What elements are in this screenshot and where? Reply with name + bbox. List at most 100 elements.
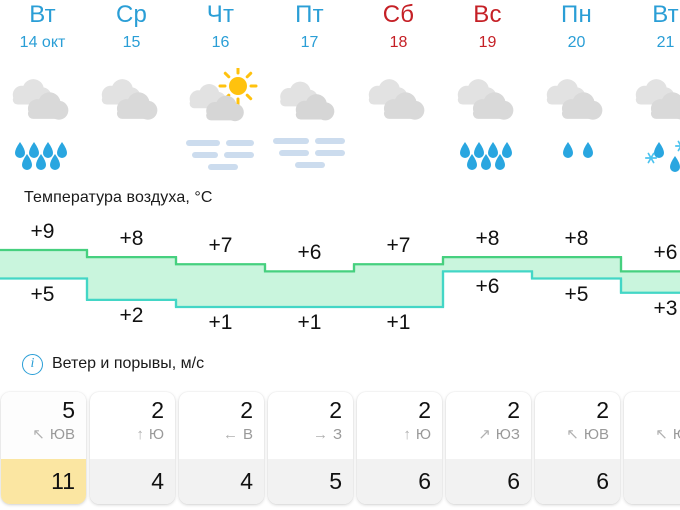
wind-card-2[interactable]: 2 ↑ Ю 4 <box>90 392 175 504</box>
wind-card-1[interactable]: 5 ↖ ЮВ 11 <box>1 392 86 504</box>
day-header-7[interactable]: Пн 20 <box>532 0 621 62</box>
temp-min-label-3: +1 <box>208 311 233 334</box>
wind-gust-value: 5 <box>268 459 353 504</box>
wind-card-7[interactable]: 2 ↖ ЮВ 6 <box>535 392 620 504</box>
wind-card-6[interactable]: 2 ↗ ЮЗ 6 <box>446 392 531 504</box>
wind-direction-label: ЮВ <box>49 426 75 443</box>
cloud-overcast-icon <box>354 62 443 182</box>
day-header-2[interactable]: Ср 15 <box>87 0 176 62</box>
temp-max-label-1: +9 <box>30 220 55 243</box>
wind-direction-label: ЮВ <box>673 426 680 444</box>
temp-max-label-2: +8 <box>119 227 144 251</box>
wind-direction: ↑ Ю <box>98 424 164 444</box>
wind-section-title: Ветер и порывы, м/с <box>52 355 205 372</box>
weather-icon-row <box>0 62 680 182</box>
day-date-label: 15 <box>122 34 141 51</box>
cloud-rain-icon <box>0 62 87 182</box>
wind-gust-value: 6 <box>357 459 442 504</box>
day-of-week-label: Пт <box>295 1 324 28</box>
temp-min-label-2: +2 <box>119 303 144 327</box>
day-date-label: 21 <box>656 34 675 51</box>
wind-card-3[interactable]: 2 ← В 4 <box>179 392 264 504</box>
wind-direction: ↖ЮВ <box>9 424 75 444</box>
temp-max-label-8: +6 <box>653 241 678 265</box>
wind-speed-section: 2 ↑ Ю <box>90 392 175 459</box>
day-date-label: 17 <box>300 34 319 51</box>
wind-arrow-icon: → <box>312 426 328 443</box>
wind-card-5[interactable]: 2 ↑ Ю 6 <box>357 392 442 504</box>
temp-max-label-3: +7 <box>208 234 233 258</box>
info-circle-icon[interactable]: i <box>22 353 43 375</box>
cloud-sleet-icon <box>621 62 680 182</box>
wind-card-8[interactable]: 3 ↖ ЮВ 7 <box>624 392 680 504</box>
temp-min-label-1: +5 <box>30 282 55 306</box>
wind-speed-value: 2 <box>329 397 342 423</box>
wind-speed-section: 2 ↖ ЮВ <box>535 392 620 459</box>
wind-speed-value: 2 <box>240 397 253 423</box>
wind-speed-section: 2 → З <box>268 392 353 459</box>
wind-direction: ↑ Ю <box>365 424 431 444</box>
wind-speed-value: 2 <box>596 397 609 423</box>
wind-gust-value: 7 <box>624 459 680 504</box>
day-header-5[interactable]: Сб 18 <box>354 0 443 62</box>
wind-direction-label: Ю <box>148 426 164 443</box>
wind-direction: → З <box>276 424 342 444</box>
cloud-rain-icon <box>443 62 532 182</box>
temp-max-label-4: +6 <box>297 241 322 265</box>
cloud-rain-light-icon <box>532 62 621 182</box>
temp-max-label-5: +7 <box>386 234 411 258</box>
temperature-section-title: Температура воздуха, °C <box>24 189 213 206</box>
wind-direction-label: З <box>332 426 342 443</box>
day-of-week-label: Ср <box>115 1 148 28</box>
temp-min-label-7: +5 <box>564 282 589 306</box>
day-header-6[interactable]: Вс 19 <box>443 0 532 62</box>
wind-direction-label: Ю <box>415 426 431 443</box>
wind-gust-value: 4 <box>179 459 264 504</box>
wind-arrow-icon: ↗ <box>478 426 491 443</box>
day-header-row: Вт 14 окт Ср 15 Чт 16 Пт 17 Сб 18 Вс 19 Пн 20 Вт 21 <box>0 0 680 62</box>
day-date-label: 19 <box>478 34 497 51</box>
wind-direction: ↗ ЮЗ <box>454 424 520 444</box>
wind-speed-value: 2 <box>507 397 520 423</box>
wind-arrow-icon: ↖ <box>655 426 668 443</box>
wind-speed-value: 2 <box>418 397 431 423</box>
day-header-3[interactable]: Чт 16 <box>176 0 265 62</box>
day-of-week-label: Вт <box>29 1 56 28</box>
wind-gust-value: 4 <box>90 459 175 504</box>
temp-min-label-8: +3 <box>653 296 678 320</box>
wind-arrow-icon: ↑ <box>403 426 411 443</box>
day-of-week-label: Пн <box>561 1 592 28</box>
day-date-label: 14 окт <box>19 34 66 51</box>
day-of-week-label: Вт <box>652 1 679 28</box>
wind-speed-value: 3 <box>632 397 680 424</box>
day-header-1[interactable]: Вт 14 окт <box>0 0 87 62</box>
wind-arrow-icon: ← <box>222 426 238 443</box>
day-header-4[interactable]: Пт 17 <box>265 0 354 62</box>
wind-speed-section: 2 ↑ Ю <box>357 392 442 459</box>
day-date-label: 20 <box>567 34 586 51</box>
day-date-label: 18 <box>389 34 408 51</box>
wind-speed-section: 2 ↗ ЮЗ <box>446 392 531 459</box>
wind-card-4[interactable]: 2 → З 5 <box>268 392 353 504</box>
wind-direction: ← В <box>187 424 253 444</box>
wind-gust-value: 11 <box>1 459 86 504</box>
wind-section-header: i Ветер и порывы, м/с <box>22 352 204 376</box>
wind-arrow-icon: ↖ <box>566 426 579 443</box>
wind-gust-value: 6 <box>446 459 531 504</box>
wind-direction: ↖ЮВ <box>543 424 609 444</box>
cloud-fog-icon <box>265 62 354 182</box>
day-header-8[interactable]: Вт 21 <box>621 0 680 62</box>
day-of-week-label: Вс <box>473 1 502 28</box>
temp-max-label-6: +8 <box>475 227 500 251</box>
day-date-label: 16 <box>211 34 230 51</box>
wind-speed-section: 5 ↖ ЮВ <box>1 392 86 459</box>
wind-direction-label: ЮЗ <box>495 426 520 443</box>
cloud-overcast-icon <box>87 62 176 182</box>
temperature-band-chart: +9 +8 +7 +6 +7 +8 +8 +6 +5 +2 +1 +1 +1 +6 +5 +3 <box>0 212 680 337</box>
temp-min-label-5: +1 <box>386 311 411 334</box>
wind-gust-value: 6 <box>535 459 620 504</box>
wind-arrow-icon: ↑ <box>136 426 144 443</box>
day-of-week-label: Чт <box>206 1 235 28</box>
temp-max-label-7: +8 <box>564 227 589 251</box>
